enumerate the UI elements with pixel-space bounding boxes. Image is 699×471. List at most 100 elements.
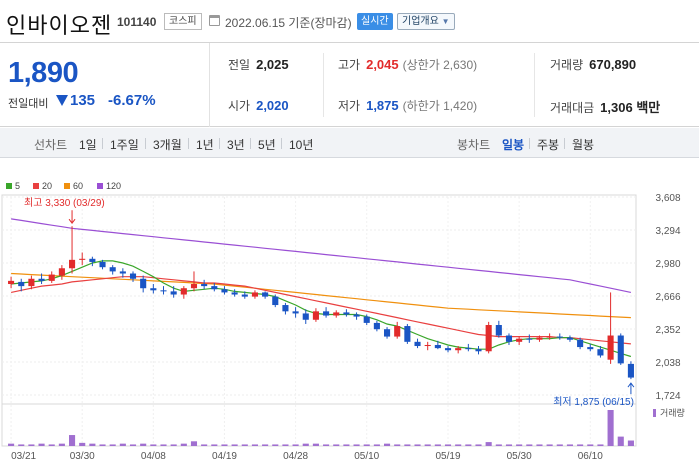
tab-1y[interactable]: 1년 xyxy=(196,138,214,152)
legend-label: 20 xyxy=(42,181,53,191)
volume-bar xyxy=(323,444,330,446)
tab-5y[interactable]: 5년 xyxy=(258,138,276,152)
volume-bar xyxy=(536,444,543,446)
y-tick-label: 3,608 xyxy=(655,193,680,204)
candle-body xyxy=(495,325,502,336)
tab-3m[interactable]: 3개월 xyxy=(153,138,182,152)
tab-separator xyxy=(219,138,220,149)
volume-bar xyxy=(150,444,157,446)
tab-weekly[interactable]: 주봉 xyxy=(537,138,560,152)
tab-daily[interactable]: 일봉 xyxy=(502,138,525,152)
open-label: 시가 xyxy=(228,99,251,113)
company-info-dropdown[interactable]: 기업개요 ▼ xyxy=(397,13,455,30)
candle-body xyxy=(343,312,350,315)
candle-body xyxy=(505,335,513,342)
tab-3y[interactable]: 3년 xyxy=(227,138,245,152)
prev-close-label: 전일 xyxy=(228,58,251,72)
stock-code: 101140 xyxy=(117,15,157,29)
volume-bar xyxy=(434,444,441,446)
volume-bar xyxy=(38,443,45,446)
tab-10y[interactable]: 10년 xyxy=(289,138,314,152)
candle-body xyxy=(251,292,258,297)
volume-bar xyxy=(129,444,137,446)
volume-bar xyxy=(8,443,15,446)
x-tick-label: 05/19 xyxy=(436,451,461,462)
volume-bar xyxy=(28,444,35,446)
volume-bar xyxy=(465,444,472,446)
volume-bar xyxy=(566,444,573,446)
candle-body xyxy=(404,326,411,342)
candle-body xyxy=(241,294,248,297)
volume-bar xyxy=(170,444,177,446)
volume-bar xyxy=(221,444,228,446)
realtime-button[interactable]: 실시간 xyxy=(357,13,393,30)
legend-label: 5 xyxy=(15,181,21,191)
tab-separator xyxy=(281,138,282,149)
tab-1d[interactable]: 1일 xyxy=(79,138,97,152)
candle-body xyxy=(79,258,86,260)
legend-swatch xyxy=(6,183,12,189)
volume-bar xyxy=(18,444,25,446)
divider xyxy=(323,53,324,117)
current-price: 1,890 xyxy=(8,57,79,89)
candle-body xyxy=(414,341,421,347)
volume-bar xyxy=(302,443,309,446)
down-arrow-icon xyxy=(56,95,68,106)
amount-label: 거래대금 xyxy=(550,101,595,115)
tab-1w[interactable]: 1주일 xyxy=(110,138,139,152)
volume-bar xyxy=(190,441,198,446)
volume-bar xyxy=(201,444,208,446)
candle-body xyxy=(577,339,584,348)
high-annotation: 최고 3,330 (03/29) xyxy=(24,197,105,209)
candle-body xyxy=(485,325,492,352)
candle-body xyxy=(353,314,360,317)
legend-ma20: 20 xyxy=(33,181,52,191)
candle-body xyxy=(546,336,553,338)
volume-bar xyxy=(89,443,96,446)
tab-monthly[interactable]: 월봉 xyxy=(572,138,595,152)
candle-chart-label: 봉차트 xyxy=(457,138,491,152)
volume-bar xyxy=(627,440,634,446)
candle-body xyxy=(455,348,462,351)
open-stat: 시가 2,020 xyxy=(228,97,289,114)
candle-body xyxy=(536,337,543,340)
volume-label: 거래량 xyxy=(660,407,685,418)
volume-bar xyxy=(394,444,401,446)
tab-separator xyxy=(564,138,565,149)
candle-body xyxy=(312,311,319,320)
candle-body xyxy=(109,267,116,272)
low-stat: 저가 1,875 (하한가 1,420) xyxy=(338,97,477,114)
moving-average-ma60 xyxy=(11,272,631,319)
low-label: 저가 xyxy=(338,99,361,113)
chevron-down-icon: ▼ xyxy=(441,17,450,26)
candle-body xyxy=(48,274,55,281)
y-tick-label: 3,294 xyxy=(655,226,680,237)
candle-body xyxy=(323,311,330,316)
candle-body xyxy=(89,258,96,262)
legend-ma5: 5 xyxy=(6,181,20,191)
moving-average-ma120 xyxy=(11,218,632,293)
volume-bar xyxy=(373,444,380,446)
tab-separator xyxy=(102,138,103,149)
open-value: 2,020 xyxy=(256,98,289,113)
volume-bar xyxy=(455,444,462,446)
moving-average-ma20 xyxy=(10,276,631,345)
volume-bar xyxy=(546,444,553,446)
volume-bar xyxy=(211,444,218,446)
x-tick-label: 05/30 xyxy=(507,451,532,462)
low-value: 1,875 xyxy=(366,98,399,113)
volume-legend-swatch xyxy=(653,409,656,417)
candle-body xyxy=(129,273,137,279)
x-tick-label: 04/08 xyxy=(141,451,166,462)
quote-panel: 1,890 전일대비 135 -6.67% 전일 2,025 시가 2,020 고가… xyxy=(0,42,699,127)
candle-body xyxy=(444,348,452,351)
current-price-box: 1,890 전일대비 135 -6.67% xyxy=(0,43,210,127)
change-value: 135 xyxy=(70,92,96,109)
candle-body xyxy=(526,338,533,340)
stock-chart[interactable]: 3,608 3,294 2,980 2,666 2,352 2,038 1,724 03/21… xyxy=(0,158,699,471)
candle-body xyxy=(607,335,614,360)
volume-bar xyxy=(79,442,86,446)
candle-body xyxy=(119,271,126,274)
volume-bar xyxy=(526,444,533,446)
volume-bar xyxy=(424,444,431,446)
